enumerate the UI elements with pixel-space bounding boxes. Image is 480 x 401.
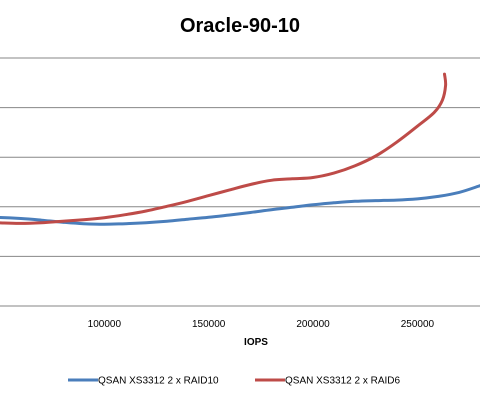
x-tick-label: 250000 [401, 319, 435, 330]
legend-label-0: QSAN XS3312 2 x RAID10 [98, 376, 219, 387]
legend-label-1: QSAN XS3312 2 x RAID6 [285, 376, 400, 387]
series-layer [0, 72, 480, 226]
legend: QSAN XS3312 2 x RAID10 QSAN XS3312 2 x RA… [68, 376, 400, 387]
x-axis-label: IOPS [244, 337, 268, 348]
grid-layer [0, 57, 480, 307]
chart-title: Oracle-90-10 [180, 15, 300, 37]
x-tick-label: 150000 [192, 319, 226, 330]
x-tick-label: 100000 [88, 319, 122, 330]
series-line-0 [0, 184, 480, 226]
x-tick-label: 200000 [296, 319, 330, 330]
series-line-1 [0, 72, 448, 225]
